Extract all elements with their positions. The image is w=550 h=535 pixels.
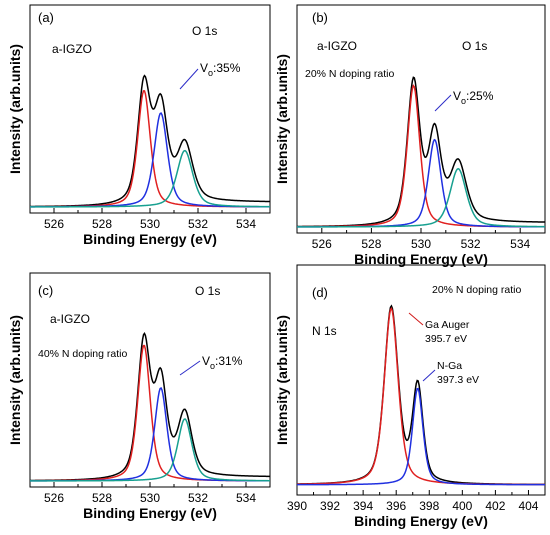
x-tick-label: 526 — [44, 217, 64, 231]
ga-auger-label: Ga Auger — [425, 319, 470, 331]
component-peak-2 — [297, 387, 546, 486]
panel-a: 526 528 530 532 534 Binding Energy (eV) Intens… — [7, 4, 271, 247]
panel-label: (b) — [312, 10, 328, 25]
panel-label: (a) — [38, 10, 54, 25]
x-tick-label: 534 — [236, 217, 256, 231]
core-level-label: O 1s — [192, 24, 217, 38]
x-axis-title: Binding Energy (eV) — [354, 251, 488, 267]
x-tick-label: 528 — [92, 217, 112, 231]
x-tick-label: 532 — [188, 217, 208, 231]
sample-label: a-IGZO — [52, 42, 92, 56]
x-tick-label: 526 — [44, 491, 64, 505]
y-axis-title: Intensity (arb.units) — [7, 315, 23, 445]
x-tick-label: 530 — [140, 491, 160, 505]
y-axis-title: Intensity (arb.units) — [274, 54, 290, 184]
x-tick-label: 392 — [320, 499, 340, 513]
plot-frame — [296, 264, 546, 496]
x-tick-label: 530 — [411, 237, 431, 251]
x-tick-label: 404 — [518, 499, 538, 513]
x-tick-label: 528 — [361, 237, 381, 251]
n-ga-pointer — [422, 369, 436, 382]
n-ga-energy: 397.3 eV — [437, 374, 479, 386]
doping-label: 40% N doping ratio — [38, 348, 127, 360]
n-ga-label: N-Ga — [437, 360, 462, 372]
component-peak-3 — [30, 418, 271, 482]
x-tick-label: 400 — [452, 499, 472, 513]
x-axis-title: Binding Energy (eV) — [83, 505, 217, 521]
doping-label: 20% N doping ratio — [305, 68, 394, 80]
annotation-pointer — [179, 360, 201, 376]
x-tick-label: 394 — [353, 499, 373, 513]
core-level-label: O 1s — [195, 284, 220, 298]
core-level-label: O 1s — [462, 39, 487, 53]
vacancy-annotation: Vo:25% — [453, 89, 494, 106]
component-peak-1 — [297, 84, 545, 228]
y-axis-title: Intensity (arb.units) — [7, 44, 23, 174]
component-peak-3 — [30, 149, 270, 208]
plot-frame — [29, 4, 271, 214]
component-peak-3 — [296, 167, 546, 228]
panel-label: (c) — [38, 283, 53, 298]
x-tick-label: 390 — [287, 499, 307, 513]
x-tick-label: 528 — [92, 491, 112, 505]
vacancy-annotation: Vo:31% — [202, 354, 243, 371]
annotation-pointer — [434, 94, 452, 112]
x-tick-label: 532 — [188, 491, 208, 505]
panel-d: 390 392 394 396 398 400 402 404 Binding Energy (… — [274, 264, 546, 529]
vacancy-annotation: Vo:35% — [200, 61, 241, 78]
ga-auger-pointer — [408, 312, 424, 326]
core-level-label: N 1s — [312, 324, 337, 338]
x-tick-label: 402 — [485, 499, 505, 513]
x-tick-label: 398 — [419, 499, 439, 513]
panel-b: 526 528 530 532 534 Binding Energy (eV) Intens… — [274, 4, 546, 267]
x-tick-label: 534 — [236, 491, 256, 505]
y-axis-title: Intensity (arb.units) — [274, 315, 290, 445]
x-tick-label: 534 — [510, 237, 530, 251]
ga-auger-energy: 395.7 eV — [425, 333, 467, 345]
panel-c: 526 528 530 532 534 Binding Energy (eV) Intens… — [7, 272, 271, 521]
x-tick-label: 396 — [386, 499, 406, 513]
doping-label: 20% N doping ratio — [432, 284, 521, 296]
component-peak-1 — [30, 90, 271, 208]
sample-label: a-IGZO — [50, 312, 90, 326]
annotation-pointer — [179, 68, 199, 90]
sample-label: a-IGZO — [317, 39, 357, 53]
x-tick-label: 526 — [312, 237, 332, 251]
x-tick-label: 532 — [461, 237, 481, 251]
panel-label: (d) — [312, 285, 328, 300]
x-tick-label: 530 — [140, 217, 160, 231]
x-axis-title: Binding Energy (eV) — [83, 231, 217, 247]
x-axis-title: Binding Energy (eV) — [354, 513, 488, 529]
